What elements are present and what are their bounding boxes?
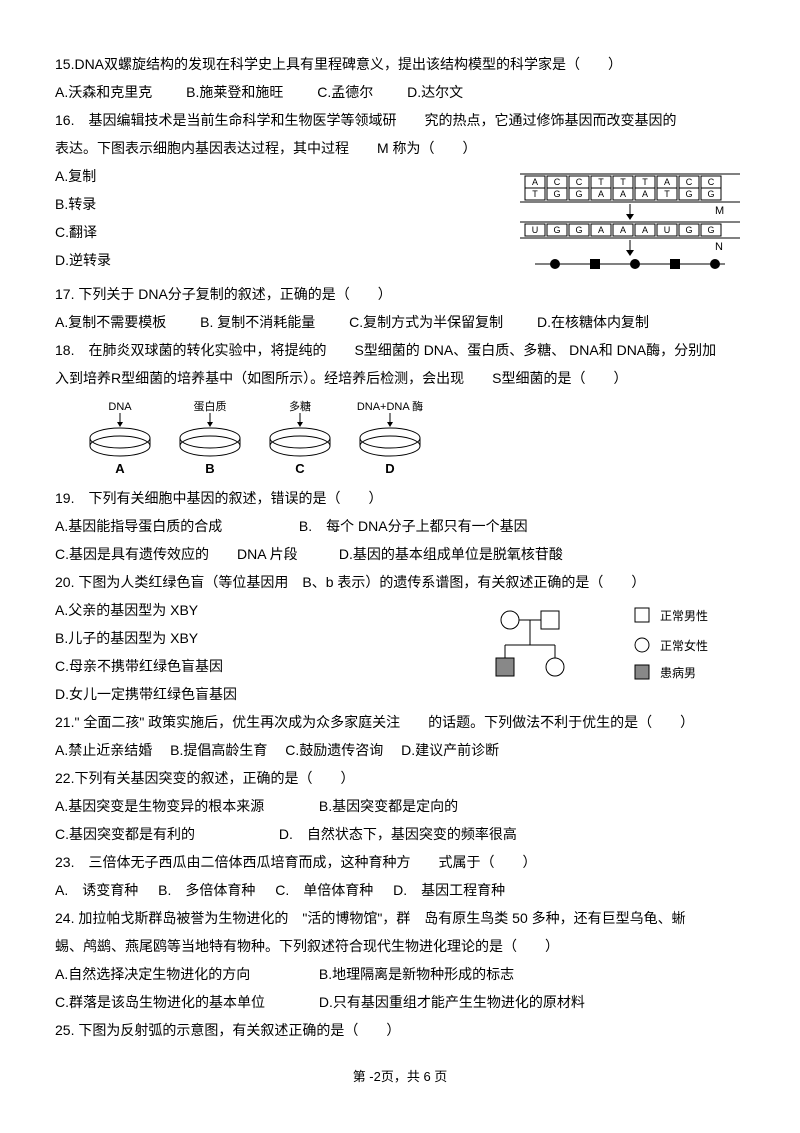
svg-text:正常男性: 正常男性: [660, 609, 708, 623]
svg-text:N: N: [715, 241, 723, 253]
q17-text: 17. 下列关于 DNA分子复制的叙述，正确的是（ ）: [55, 280, 745, 308]
q20-text: 20. 下图为人类红绿色盲（等位基因用 B、b 表示）的遗传系谱图，有关叙述正确…: [55, 568, 745, 596]
q23-b: B. 多倍体育种: [158, 876, 255, 904]
svg-text:G: G: [553, 189, 560, 199]
q24-a: A.自然选择决定生物进化的方向: [55, 960, 315, 988]
q22-c: C.基因突变都是有利的: [55, 820, 275, 848]
q19-text: 19. 下列有关细胞中基因的叙述，错误的是（ ）: [55, 484, 745, 512]
svg-text:T: T: [620, 177, 626, 187]
q15-b: B.施莱登和施旺: [186, 78, 283, 106]
svg-text:T: T: [664, 189, 670, 199]
q19-c: C.基因是具有遗传效应的 DNA 片段: [55, 540, 335, 568]
q23-d: D. 基因工程育种: [393, 876, 505, 904]
page-footer: 第 -2页，共 6 页: [55, 1064, 745, 1090]
svg-text:A: A: [620, 225, 626, 235]
q16-figure: ACCTTTACCTGGAAATGGMUGGAAAUGGN: [515, 166, 745, 276]
q17-b: B. 复制不消耗能量: [200, 308, 315, 336]
svg-text:C: C: [554, 177, 561, 187]
svg-text:G: G: [685, 189, 692, 199]
q19-row2: C.基因是具有遗传效应的 DNA 片段 D.基因的基本组成单位是脱氧核苷酸: [55, 540, 745, 568]
q22-b: B.基因突变都是定向的: [319, 798, 458, 814]
q21-options: A.禁止近亲结婚 B.提倡高龄生育 C.鼓励遗传咨询 D.建议产前诊断: [55, 736, 745, 764]
q17-c: C.复制方式为半保留复制: [349, 308, 503, 336]
q18-l1: 18. 在肺炎双球菌的转化实验中，将提纯的 S型细菌的 DNA、蛋白质、多糖、 …: [55, 336, 745, 364]
svg-text:G: G: [685, 225, 692, 235]
svg-text:A: A: [115, 461, 125, 476]
svg-text:正常女性: 正常女性: [660, 638, 708, 653]
svg-text:C: C: [576, 177, 583, 187]
q19-row1: A.基因能指导蛋白质的合成 B. 每个 DNA分子上都只有一个基因: [55, 512, 745, 540]
svg-text:A: A: [642, 189, 648, 199]
svg-text:T: T: [598, 177, 604, 187]
q23-text: 23. 三倍体无子西瓜由二倍体西瓜培育而成，这种育种方 式属于（ ）: [55, 848, 745, 876]
q23-options: A. 诱变育种 B. 多倍体育种 C. 单倍体育种 D. 基因工程育种: [55, 876, 745, 904]
svg-text:G: G: [707, 225, 714, 235]
q21-b: B.提倡高龄生育: [170, 736, 267, 764]
svg-text:A: A: [642, 225, 648, 235]
svg-text:DNA+DNA 酶: DNA+DNA 酶: [357, 400, 423, 413]
svg-text:M: M: [715, 205, 724, 217]
q18-figure: DNA A 蛋白质 B 多糖 C DNA+DNA 酶 D: [75, 398, 745, 478]
q25-text: 25. 下图为反射弧的示意图，有关叙述正确的是（ ）: [55, 1016, 745, 1044]
q22-text: 22.下列有关基因突变的叙述，正确的是（ ）: [55, 764, 745, 792]
q15-d: D.达尔文: [407, 78, 463, 106]
q24-c: C.群落是该岛生物进化的基本单位: [55, 988, 315, 1016]
q21-c: C.鼓励遗传咨询: [285, 736, 383, 764]
svg-text:C: C: [295, 461, 305, 476]
q17-options: A.复制不需要模板 B. 复制不消耗能量 C.复制方式为半保留复制 D.在核糖体…: [55, 308, 745, 336]
q15-a: A.沃森和克里克: [55, 78, 152, 106]
q17-d: D.在核糖体内复制: [537, 308, 649, 336]
q24-d: D.只有基因重组才能产生生物进化的原材料: [319, 994, 585, 1010]
svg-text:G: G: [553, 225, 560, 235]
svg-text:U: U: [664, 225, 671, 235]
q19-b: B. 每个 DNA分子上都只有一个基因: [299, 518, 528, 534]
svg-text:U: U: [532, 225, 539, 235]
q18-l2: 入到培养R型细菌的培养基中（如图所示）。经培养后检测，会出现 S型细菌的是（ ）: [55, 364, 745, 392]
q23-c: C. 单倍体育种: [275, 876, 373, 904]
svg-text:A: A: [664, 177, 670, 187]
q20-figure: 正常男性正常女性患病男: [485, 600, 745, 695]
svg-text:G: G: [575, 189, 582, 199]
q24-row2: C.群落是该岛生物进化的基本单位 D.只有基因重组才能产生生物进化的原材料: [55, 988, 745, 1016]
q22-a: A.基因突变是生物变异的根本来源: [55, 792, 315, 820]
q15-text: 15.DNA双螺旋结构的发现在科学史上具有里程碑意义，提出该结构模型的科学家是（…: [55, 50, 745, 78]
q21-text: 21." 全面二孩" 政策实施后，优生再次成为众多家庭关注 的话题。下列做法不利…: [55, 708, 745, 736]
svg-text:患病男: 患病男: [660, 665, 696, 680]
q15-c: C.孟德尔: [317, 78, 373, 106]
q22-d: D. 自然状态下，基因突变的频率很高: [279, 826, 517, 842]
q24-b: B.地理隔离是新物种形成的标志: [319, 966, 514, 982]
svg-text:T: T: [642, 177, 648, 187]
q15-options: A.沃森和克里克 B.施莱登和施旺 C.孟德尔 D.达尔文: [55, 78, 745, 106]
svg-text:D: D: [385, 461, 394, 476]
svg-text:A: A: [598, 189, 604, 199]
q21-d: D.建议产前诊断: [401, 736, 499, 764]
svg-text:A: A: [598, 225, 604, 235]
svg-text:蛋白质: 蛋白质: [194, 399, 227, 413]
q22-row2: C.基因突变都是有利的 D. 自然状态下，基因突变的频率很高: [55, 820, 745, 848]
svg-text:C: C: [708, 177, 715, 187]
svg-text:多糖: 多糖: [289, 399, 311, 413]
svg-text:G: G: [707, 189, 714, 199]
svg-text:T: T: [532, 189, 538, 199]
svg-text:DNA: DNA: [108, 401, 132, 413]
q24-row1: A.自然选择决定生物进化的方向 B.地理隔离是新物种形成的标志: [55, 960, 745, 988]
svg-text:A: A: [620, 189, 626, 199]
q24-l2: 蜴、鸬鹚、燕尾鸥等当地特有物种。下列叙述符合现代生物进化理论的是（ ）: [55, 932, 745, 960]
svg-text:G: G: [575, 225, 582, 235]
svg-text:C: C: [686, 177, 693, 187]
q22-row1: A.基因突变是生物变异的根本来源 B.基因突变都是定向的: [55, 792, 745, 820]
svg-text:B: B: [205, 461, 214, 476]
q16-l1: 16. 基因编辑技术是当前生命科学和生物医学等领域研 究的热点，它通过修饰基因而…: [55, 106, 745, 134]
q16-l2: 表达。下图表示细胞内基因表达过程，其中过程 M 称为（ ）: [55, 134, 745, 162]
svg-text:A: A: [532, 177, 538, 187]
q24-l1: 24. 加拉帕戈斯群岛被誉为生物进化的 "活的博物馆"，群 岛有原生鸟类 50 …: [55, 904, 745, 932]
q19-a: A.基因能指导蛋白质的合成: [55, 512, 295, 540]
q17-a: A.复制不需要模板: [55, 308, 166, 336]
q23-a: A. 诱变育种: [55, 876, 138, 904]
q19-d: D.基因的基本组成单位是脱氧核苷酸: [339, 546, 563, 562]
q21-a: A.禁止近亲结婚: [55, 736, 152, 764]
